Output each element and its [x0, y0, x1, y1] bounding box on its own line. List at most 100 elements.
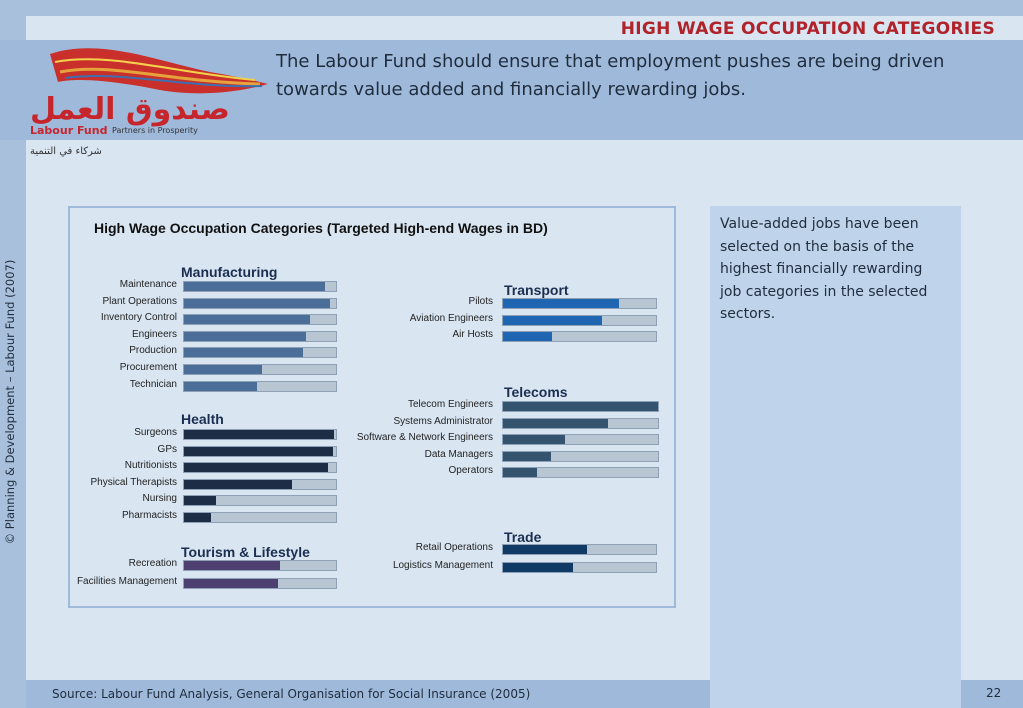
source-note: Source: Labour Fund Analysis, General Or…	[52, 687, 531, 701]
bar-label: Production	[129, 345, 177, 357]
bar-label: Systems Administrator	[393, 415, 493, 427]
bar-track	[502, 467, 659, 478]
bar	[503, 562, 574, 572]
bar-label: Nutritionists	[124, 460, 177, 471]
page-heading: HIGH WAGE OCCUPATION CATEGORIES	[620, 19, 995, 39]
bar-label: Inventory Control	[100, 312, 177, 324]
bar	[184, 331, 306, 341]
bar	[503, 315, 603, 325]
bar-track	[183, 511, 337, 523]
page-subtitle: The Labour Fund should ensure that emplo…	[276, 51, 945, 100]
heading-area	[26, 16, 1023, 40]
bar	[184, 446, 333, 456]
bar	[184, 479, 292, 489]
bar-label: Maintenance	[119, 279, 177, 290]
bar-track	[183, 577, 337, 589]
bar-label: Air Hosts	[452, 329, 493, 340]
bar	[503, 402, 658, 411]
bar	[184, 348, 303, 358]
bar	[184, 381, 257, 391]
bar	[184, 512, 212, 522]
logo-arabic-text: صندوق العمل	[30, 92, 230, 127]
group-title: Transport	[504, 282, 569, 298]
bar-label: Procurement	[119, 362, 177, 373]
bar	[184, 561, 280, 570]
logo-name: Labour Fund	[30, 124, 108, 137]
bar-track	[183, 380, 337, 392]
group-title: Telecoms	[504, 384, 568, 400]
group-title: Trade	[504, 529, 542, 545]
footer-page-box	[961, 680, 1023, 708]
bar-label: Telecom Engineers	[407, 399, 493, 410]
logo-arabic-tagline: شركاء في التنمية	[30, 146, 102, 157]
bar	[503, 545, 588, 554]
bar	[184, 496, 216, 505]
group-title: Health	[181, 411, 224, 427]
flag-logo-icon	[50, 48, 268, 94]
bar-track	[183, 314, 337, 326]
bar-track	[183, 347, 337, 359]
page-number: 22	[986, 686, 1002, 700]
bar	[503, 332, 552, 341]
bar-track	[502, 561, 657, 573]
bar-track	[183, 495, 337, 506]
chart-title: High Wage Occupation Categories (Targete…	[94, 220, 548, 236]
bar	[184, 298, 330, 308]
bar	[503, 451, 552, 461]
bar	[503, 435, 565, 444]
bar-track	[183, 560, 337, 571]
logo-arabic-name: صندوق العمل شركاء في التنمية	[30, 92, 250, 162]
bar-track	[502, 434, 659, 445]
top-stripe	[0, 0, 1023, 16]
side-panel	[710, 206, 961, 708]
bar-label: Plant Operations	[102, 295, 178, 307]
bar-track	[183, 281, 337, 292]
bar	[503, 468, 538, 477]
bar-label: Surgeons	[134, 427, 177, 438]
bar-track	[502, 417, 659, 429]
bar-track	[183, 429, 337, 440]
bar-label: Recreation	[128, 558, 177, 569]
bar-track	[183, 462, 337, 473]
bar-label: Aviation Engineers	[409, 312, 493, 324]
bar	[184, 430, 335, 439]
bar-label: Physical Therapists	[90, 476, 177, 488]
labour-fund-logo: صندوق العمل شركاء في التنمية Labour Fund…	[30, 42, 268, 157]
copyright-vertical: © Planning & Development – Labour Fund (…	[3, 259, 17, 545]
bar-track	[183, 330, 337, 342]
group-title: Manufacturing	[181, 264, 278, 280]
group-title: Tourism & Lifestyle	[181, 544, 310, 560]
bar-label: Logistics Management	[392, 559, 493, 571]
bar	[184, 365, 262, 374]
bar-label: Facilities Management	[76, 575, 177, 587]
bar-track	[502, 401, 659, 412]
bar-track	[502, 331, 657, 342]
bar	[503, 299, 620, 308]
bar	[184, 315, 311, 325]
bar-track	[502, 450, 659, 462]
bar	[503, 418, 609, 428]
bar-label: Engineers	[131, 328, 177, 340]
bar	[184, 578, 279, 588]
bar-label: Retail Operations	[415, 542, 493, 553]
bar-label: Operators	[448, 465, 493, 476]
footer-bar	[26, 680, 710, 708]
bar-label: Nursing	[142, 493, 177, 504]
bar-label: Technician	[129, 378, 177, 390]
bar-track	[183, 297, 337, 309]
bar-track	[502, 298, 657, 309]
bar-label: Data Managers	[424, 448, 493, 460]
bar-track	[183, 364, 337, 375]
bar-track	[502, 544, 657, 555]
side-panel-text: Value-added jobs have been selected on t…	[720, 216, 928, 322]
bar-label: Pilots	[468, 296, 493, 307]
bar-label: Pharmacists	[121, 509, 177, 521]
bar-track	[502, 314, 657, 326]
bar-track	[183, 445, 337, 457]
bar	[184, 282, 326, 291]
bar-label: GPs	[157, 443, 177, 455]
bar-track	[183, 478, 337, 490]
bar	[184, 463, 329, 472]
bar-label: Software & Network Engineers	[356, 432, 493, 443]
logo-tagline: Partners in Prosperity	[112, 126, 198, 135]
